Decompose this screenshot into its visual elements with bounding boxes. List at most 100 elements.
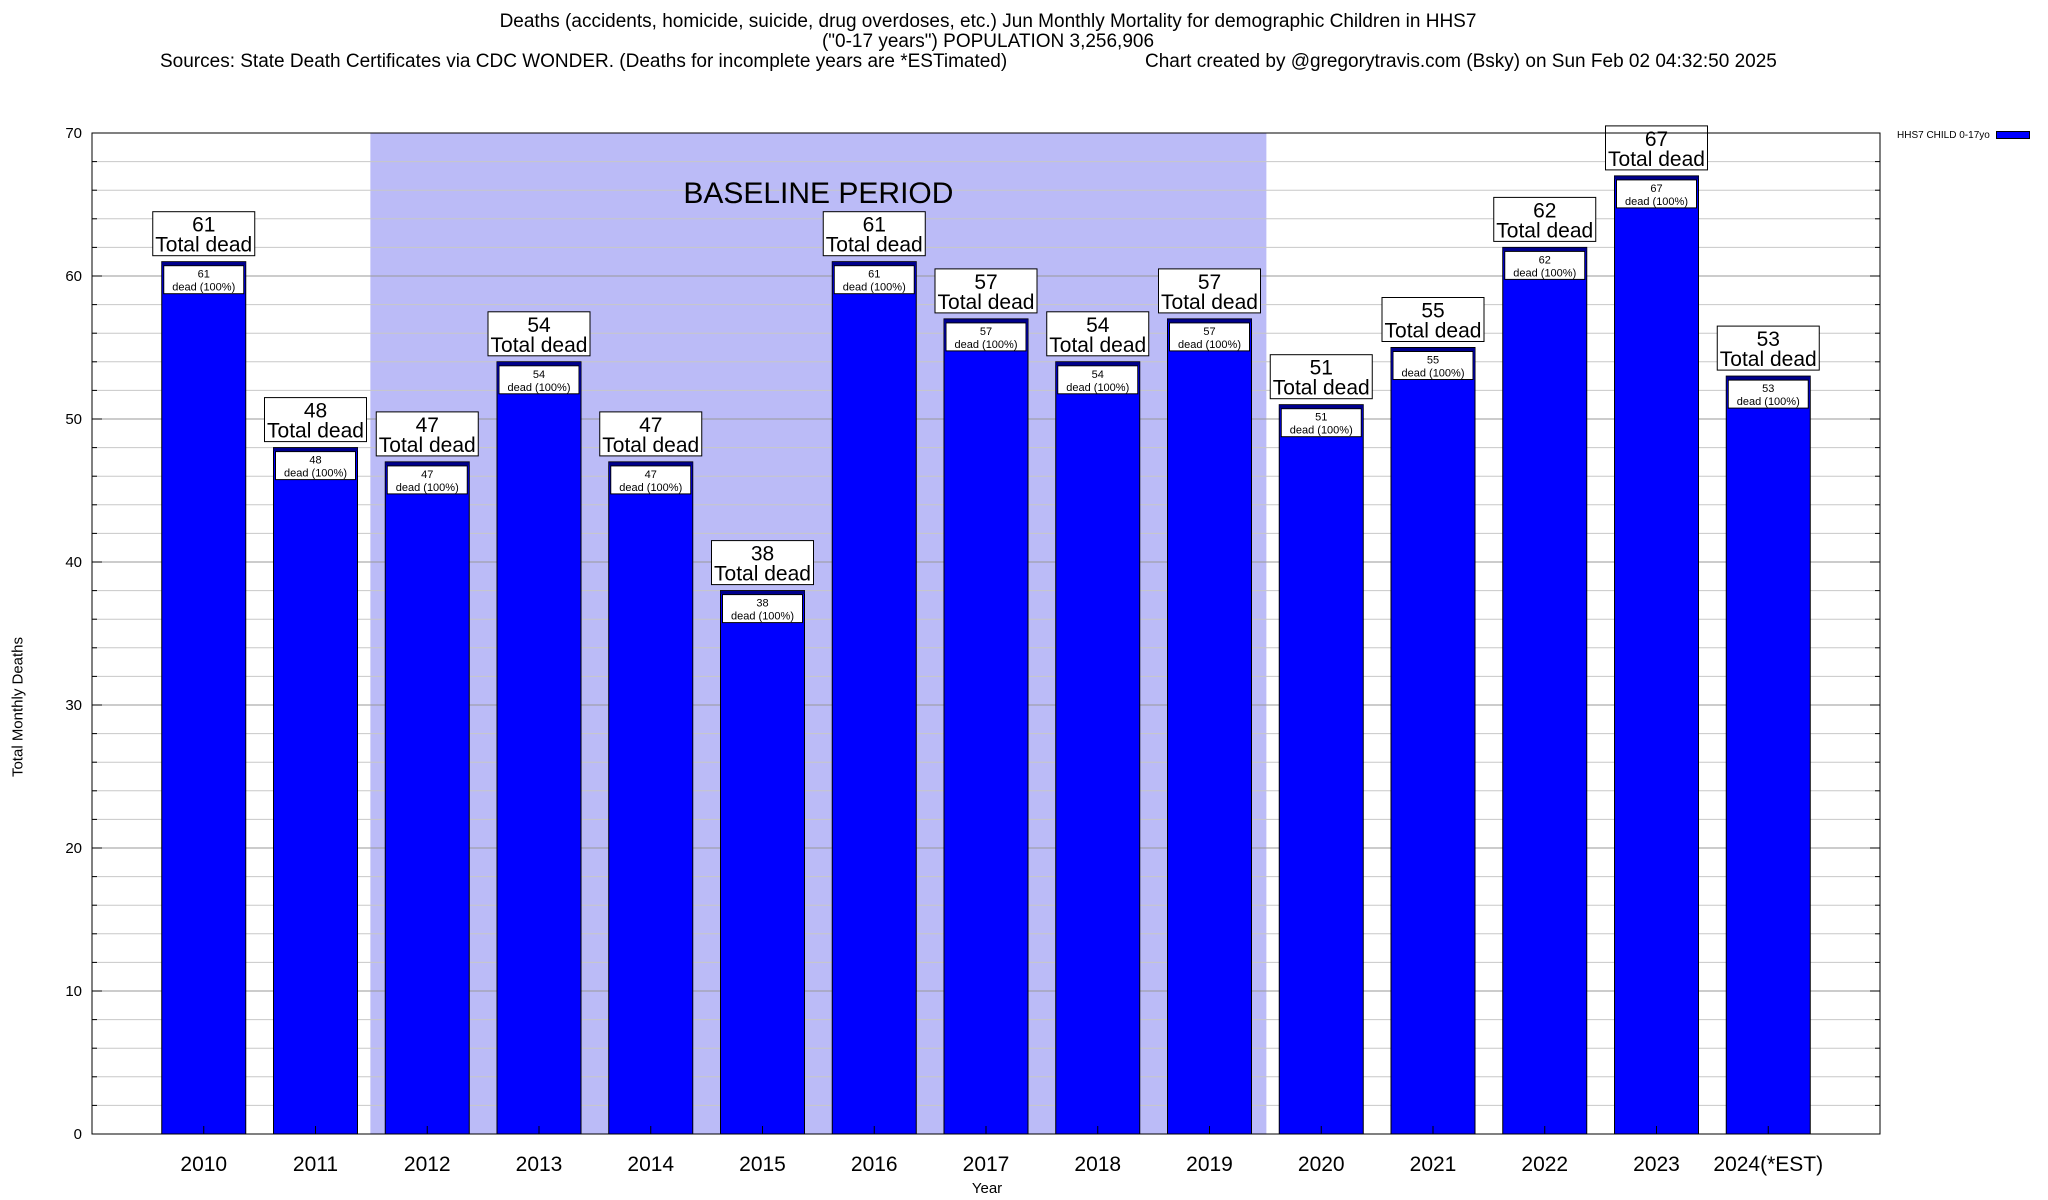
inner-label-box: [386, 465, 468, 495]
inner-label-value: 61: [198, 269, 210, 281]
bar: [1614, 175, 1699, 1135]
y-tick-label: 0: [74, 1126, 82, 1143]
x-tick-label: 2011: [293, 1153, 338, 1176]
x-tick-label: 2019: [1186, 1153, 1233, 1176]
top-label-box: [1158, 268, 1261, 314]
inner-label-box: [722, 594, 803, 624]
inner-label-text: dead (100%): [1625, 196, 1688, 208]
inner-label-box: [498, 365, 580, 395]
top-label-value: 61: [863, 214, 886, 237]
inner-label-box: [275, 451, 356, 481]
top-label-box: [1381, 297, 1485, 342]
top-label-box: [1046, 311, 1150, 357]
inner-label-value: 67: [1650, 183, 1662, 195]
legend: HHS7 CHILD 0-17yo: [1897, 130, 2030, 141]
top-label-value: 67: [1645, 128, 1668, 151]
top-label-text: Total dead: [826, 234, 923, 257]
inner-label-value: 54: [1092, 369, 1104, 381]
top-label-value: 54: [1086, 314, 1110, 337]
plot-frame: [91, 132, 1881, 1135]
y-tick-label: 40: [65, 554, 82, 571]
top-label-box: [934, 268, 1038, 314]
x-tick-label: 2020: [1298, 1153, 1345, 1176]
top-label-text: Total dead: [155, 234, 252, 257]
x-tick-label: 2018: [1074, 1153, 1121, 1176]
top-label-value: 38: [751, 543, 774, 566]
inner-label-text: dead (100%): [1178, 339, 1241, 351]
inner-label-value: 54: [533, 369, 545, 381]
inner-label-value: 55: [1427, 355, 1439, 367]
top-label-value: 54: [527, 314, 551, 337]
inner-label-text: dead (100%): [1513, 267, 1576, 279]
top-label-box: [264, 397, 367, 443]
legend-label: HHS7 CHILD 0-17yo: [1897, 130, 1990, 141]
top-label-text: Total dead: [267, 420, 364, 443]
inner-label-box: [945, 322, 1027, 352]
top-label-value: 55: [1421, 300, 1444, 323]
bar: [1502, 246, 1588, 1135]
x-tick-label: 2023: [1633, 1153, 1680, 1176]
top-label-box: [711, 540, 814, 586]
top-label-text: Total dead: [1608, 148, 1705, 171]
top-label-text: Total dead: [714, 563, 811, 586]
bar: [1390, 347, 1476, 1135]
inner-label-value: 62: [1539, 254, 1551, 266]
inner-label-text: dead (100%): [1066, 382, 1129, 394]
inner-label-box: [610, 465, 692, 495]
x-tick-label: 2013: [516, 1153, 563, 1176]
sources-note: Sources: State Death Certificates via CD…: [160, 51, 1008, 72]
bar: [608, 461, 694, 1135]
bar: [831, 261, 917, 1135]
inner-label-box: [1392, 351, 1474, 380]
top-label-value: 53: [1757, 328, 1780, 351]
top-label-box: [599, 411, 703, 457]
top-label-value: 48: [304, 400, 327, 423]
bar: [1055, 361, 1141, 1135]
y-tick-label: 10: [65, 983, 82, 1000]
inner-label-text: dead (100%): [731, 611, 794, 623]
x-tick-label: 2024(*EST): [1713, 1153, 1823, 1176]
inner-label-box: [1616, 179, 1697, 209]
inner-label-text: dead (100%): [172, 282, 235, 294]
top-label-value: 57: [1198, 271, 1221, 294]
inner-label-text: dead (100%): [1402, 368, 1465, 380]
inner-label-text: dead (100%): [508, 382, 571, 394]
inner-label-text: dead (100%): [955, 339, 1018, 351]
chart-title-block: Deaths (accidents, homicide, suicide, dr…: [0, 12, 1976, 74]
y-tick-label: 60: [65, 268, 82, 285]
top-label-box: [487, 311, 591, 357]
y-tick-label: 30: [65, 697, 82, 714]
x-tick-label: 2022: [1521, 1153, 1568, 1176]
top-label-box: [1716, 325, 1820, 371]
inner-label-text: dead (100%): [843, 282, 906, 294]
x-axis-label: Year: [971, 1180, 1003, 1197]
inner-label-box: [1280, 408, 1362, 438]
inner-label-value: 47: [645, 469, 657, 481]
bar: [384, 461, 470, 1135]
top-label-text: Total dead: [379, 434, 476, 457]
top-label-box: [375, 411, 479, 457]
top-label-text: Total dead: [1273, 377, 1370, 400]
x-tick-label: 2012: [404, 1153, 451, 1176]
top-label-box: [1269, 354, 1373, 400]
bar: [720, 590, 805, 1135]
inner-label-box: [1057, 365, 1139, 395]
top-label-value: 61: [192, 214, 215, 237]
chart-subtitle: ("0-17 years") POPULATION 3,256,906: [821, 31, 1155, 52]
top-label-text: Total dead: [602, 434, 699, 457]
top-label-value: 57: [974, 271, 997, 294]
x-tick-label: 2010: [180, 1153, 227, 1176]
y-tick-label: 20: [65, 840, 82, 857]
inner-label-value: 38: [756, 598, 768, 610]
bar: [1167, 318, 1252, 1135]
inner-label-box: [833, 265, 915, 295]
top-label-value: 51: [1310, 357, 1333, 380]
top-label-box: [822, 211, 926, 257]
x-tick-label: 2017: [963, 1153, 1010, 1176]
top-label-text: Total dead: [491, 334, 588, 357]
inner-label-value: 53: [1762, 383, 1774, 395]
bar: [943, 318, 1029, 1135]
top-label-text: Total dead: [1496, 219, 1593, 242]
inner-label-text: dead (100%): [396, 482, 459, 494]
top-label-text: Total dead: [1385, 320, 1482, 343]
